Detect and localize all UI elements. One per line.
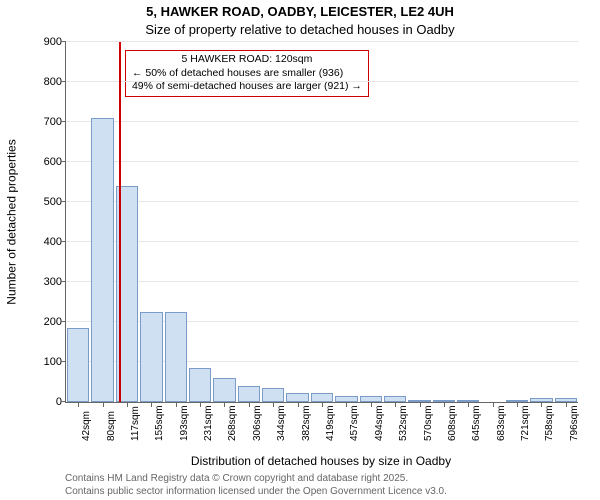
- y-tick-mark: [61, 41, 66, 42]
- footer-text: Contains HM Land Registry data © Crown c…: [65, 473, 447, 498]
- y-tick-mark: [61, 121, 66, 122]
- reference-line: [119, 42, 121, 402]
- x-tick-mark: [78, 402, 79, 407]
- y-tick-mark: [61, 81, 66, 82]
- callout-line: 49% of semi-detached houses are larger (…: [132, 80, 362, 94]
- gridline: [66, 281, 578, 282]
- x-tick-mark: [322, 402, 323, 407]
- x-tick-label: 382sqm: [301, 405, 312, 441]
- x-tick-mark: [395, 402, 396, 407]
- x-tick-label: 231sqm: [203, 405, 214, 441]
- histogram-bar: [189, 368, 211, 402]
- x-tick-mark: [200, 402, 201, 407]
- x-tick-mark: [224, 402, 225, 407]
- plot-area: 5 HAWKER ROAD: 120sqm ← 50% of detached …: [65, 42, 578, 403]
- y-tick-label: 900: [28, 36, 62, 48]
- x-tick-label: 193sqm: [179, 405, 190, 441]
- callout-box: 5 HAWKER ROAD: 120sqm ← 50% of detached …: [125, 50, 369, 97]
- x-tick-label: 796sqm: [569, 405, 580, 441]
- histogram-bar: [262, 388, 284, 402]
- histogram-bar: [140, 312, 162, 402]
- x-tick-label: 419sqm: [325, 405, 336, 441]
- y-tick-label: 400: [28, 236, 62, 248]
- x-tick-label: 683sqm: [496, 405, 507, 441]
- x-tick-mark: [444, 402, 445, 407]
- callout-line: ← 50% of detached houses are smaller (93…: [132, 67, 362, 81]
- histogram-bar: [91, 118, 113, 402]
- x-tick-mark: [176, 402, 177, 407]
- y-tick-label: 600: [28, 156, 62, 168]
- histogram-bar: [360, 396, 382, 402]
- histogram-bar: [384, 396, 406, 402]
- gridline: [66, 201, 578, 202]
- y-tick-label: 700: [28, 116, 62, 128]
- chart-title: 5, HAWKER ROAD, OADBY, LEICESTER, LE2 4U…: [0, 4, 600, 19]
- x-tick-label: 494sqm: [374, 405, 385, 441]
- histogram-bar: [408, 400, 430, 402]
- histogram-bar: [213, 378, 235, 402]
- histogram-bar: [555, 398, 577, 402]
- x-tick-mark: [493, 402, 494, 407]
- x-tick-mark: [468, 402, 469, 407]
- histogram-bar: [457, 400, 479, 402]
- x-tick-label: 155sqm: [154, 405, 165, 441]
- chart-subtitle: Size of property relative to detached ho…: [0, 22, 600, 37]
- x-tick-label: 532sqm: [398, 405, 409, 441]
- x-tick-label: 645sqm: [471, 405, 482, 441]
- x-tick-mark: [127, 402, 128, 407]
- histogram-bar: [433, 400, 455, 402]
- histogram-bar: [165, 312, 187, 402]
- x-tick-label: 117sqm: [130, 406, 141, 441]
- x-tick-label: 306sqm: [252, 405, 263, 441]
- y-tick-label: 100: [28, 356, 62, 368]
- gridline: [66, 81, 578, 82]
- histogram-bar: [530, 398, 552, 402]
- x-tick-mark: [420, 402, 421, 407]
- x-tick-label: 721sqm: [520, 405, 531, 441]
- histogram-bar: [238, 386, 260, 402]
- y-tick-mark: [61, 281, 66, 282]
- x-tick-mark: [249, 402, 250, 407]
- y-tick-label: 200: [28, 316, 62, 328]
- x-tick-mark: [273, 402, 274, 407]
- gridline: [66, 161, 578, 162]
- y-tick-mark: [61, 161, 66, 162]
- x-tick-label: 42sqm: [81, 411, 92, 441]
- x-tick-mark: [151, 402, 152, 407]
- y-tick-mark: [61, 401, 66, 402]
- y-tick-mark: [61, 361, 66, 362]
- y-tick-label: 300: [28, 276, 62, 288]
- y-tick-label: 0: [28, 396, 62, 408]
- gridline: [66, 41, 578, 42]
- x-axis-label: Distribution of detached houses by size …: [65, 454, 577, 468]
- histogram-bar: [311, 393, 333, 402]
- x-tick-mark: [541, 402, 542, 407]
- x-tick-mark: [103, 402, 104, 407]
- y-tick-mark: [61, 201, 66, 202]
- histogram-bar: [506, 400, 528, 402]
- histogram-bar: [286, 393, 308, 402]
- x-tick-label: 268sqm: [227, 405, 238, 441]
- y-axis-label: Number of detached properties: [4, 42, 20, 402]
- y-tick-label: 800: [28, 76, 62, 88]
- x-tick-mark: [517, 402, 518, 407]
- x-tick-label: 344sqm: [276, 405, 287, 441]
- gridline: [66, 241, 578, 242]
- x-tick-mark: [298, 402, 299, 407]
- x-tick-label: 457sqm: [349, 405, 360, 441]
- callout-line: 5 HAWKER ROAD: 120sqm: [132, 53, 362, 67]
- y-tick-mark: [61, 321, 66, 322]
- histogram-bar: [335, 396, 357, 402]
- x-tick-mark: [371, 402, 372, 407]
- x-tick-label: 80sqm: [106, 411, 117, 441]
- y-tick-mark: [61, 241, 66, 242]
- x-tick-mark: [566, 402, 567, 407]
- x-tick-label: 758sqm: [544, 405, 555, 441]
- x-tick-label: 608sqm: [447, 405, 458, 441]
- gridline: [66, 121, 578, 122]
- y-tick-label: 500: [28, 196, 62, 208]
- histogram-bar: [67, 328, 89, 402]
- x-tick-mark: [346, 402, 347, 407]
- x-tick-label: 570sqm: [423, 405, 434, 441]
